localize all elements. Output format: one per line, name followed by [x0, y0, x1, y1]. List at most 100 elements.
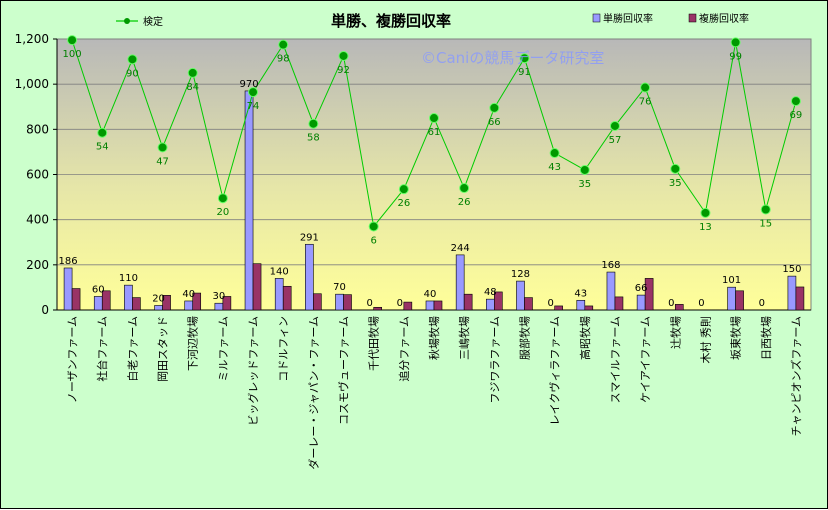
bar-value-label: 291 [300, 232, 319, 243]
x-category-label: ノーザンファーム [66, 316, 79, 403]
bar-fukusho [614, 296, 624, 311]
legend-label-tansho: 単勝回収率 [603, 12, 653, 25]
bar-tansho [455, 254, 465, 311]
kentei-point [459, 183, 470, 194]
bar-tansho [516, 280, 525, 311]
bar-value-label: 30 [213, 291, 226, 302]
kentei-value-label: 15 [759, 219, 772, 230]
bar-fukusho [222, 296, 232, 311]
bar-fukusho [795, 286, 805, 311]
kentei-value-label: 90 [126, 68, 139, 79]
kentei-point [308, 118, 319, 129]
kentei-point [187, 67, 198, 78]
bar-fukusho [101, 290, 111, 311]
bar-value-label: 48 [484, 287, 497, 298]
kentei-point [609, 120, 620, 131]
bar-fukusho [313, 293, 322, 311]
kentei-point [429, 113, 439, 124]
x-category-label: 日西牧場 [759, 316, 773, 360]
bar-value-label: 0 [698, 298, 704, 309]
bar-value-label: 128 [511, 269, 530, 280]
bar-value-label: 66 [635, 283, 648, 294]
x-category-label: チャンピオンズファーム [789, 316, 803, 436]
kentei-point [217, 193, 228, 204]
kentei-point [338, 50, 349, 61]
x-category-label: コドルフィン [277, 316, 290, 382]
bar-tansho [425, 300, 435, 311]
x-category-label: ケイアイファーム [639, 316, 652, 403]
bar-value-label: 101 [722, 275, 741, 286]
bar-value-label: 0 [759, 298, 765, 309]
y-tick-label: 400 [26, 213, 49, 227]
bar-value-label: 110 [119, 273, 138, 284]
bar-fukusho [132, 297, 141, 311]
y-tick-label: 1,200 [15, 32, 49, 46]
bar-tansho [63, 267, 73, 311]
bar-tansho [335, 293, 344, 311]
bar-tansho [606, 271, 616, 311]
x-category-label: 千代田牧場 [367, 316, 381, 371]
y-tick-label: 200 [26, 258, 49, 272]
kentei-point [579, 164, 590, 175]
bar-value-label: 168 [601, 260, 620, 271]
bar-fukusho [674, 304, 684, 311]
kentei-point [368, 221, 379, 232]
kentei-point [549, 148, 560, 159]
chart-title: 単勝、複勝回収率 [331, 12, 451, 30]
kentei-point [398, 184, 409, 195]
x-category-label: 辻牧場 [668, 316, 682, 349]
x-category-label: 岡田スタッド [157, 316, 170, 382]
x-category-label: 秋場牧場 [427, 316, 441, 360]
kentei-point [670, 163, 681, 174]
kentei-value-label: 99 [729, 51, 742, 62]
bar-tansho [184, 300, 194, 311]
bar-value-label: 70 [333, 282, 346, 293]
x-category-label: 追分ファーム [397, 316, 411, 382]
kentei-point [278, 39, 289, 50]
bar-value-label: 0 [366, 298, 372, 309]
kentei-value-label: 35 [669, 178, 682, 189]
bar-value-label: 0 [547, 298, 553, 309]
kentei-value-label: 69 [790, 110, 803, 121]
bar-tansho [486, 298, 495, 311]
bar-fukusho [252, 263, 262, 311]
bar-value-label: 40 [424, 289, 437, 300]
legend-label-kentei: 検定 [143, 15, 163, 28]
x-category-label: フジワラファーム [488, 316, 501, 404]
kentei-point [67, 35, 78, 46]
x-category-label: 三嶋牧場 [457, 316, 471, 360]
legend-swatch-tansho [592, 13, 601, 23]
kentei-point [489, 102, 500, 113]
bar-value-label: 244 [451, 243, 470, 254]
kentei-value-label: 92 [337, 65, 350, 76]
x-category-label: 社台ファーム [95, 316, 109, 382]
kentei-point [640, 82, 651, 93]
bar-fukusho [403, 301, 413, 311]
y-tick-label: 600 [26, 168, 49, 182]
bar-fukusho [373, 306, 382, 311]
bar-value-label: 43 [574, 288, 587, 299]
bar-fukusho [463, 293, 473, 311]
kentei-value-label: 26 [458, 197, 471, 208]
bar-fukusho [554, 305, 563, 311]
bar-value-label: 186 [59, 256, 78, 267]
bar-fukusho [584, 305, 594, 311]
bar-fukusho [192, 292, 202, 311]
kentei-value-label: 54 [96, 142, 109, 153]
bar-fukusho [433, 300, 443, 311]
x-category-label: コスモヴューファーム [337, 316, 351, 425]
bar-value-label: 970 [239, 79, 258, 90]
x-category-label: ダーレー・ジャパン・ファーム [306, 316, 320, 470]
bar-fukusho [524, 297, 533, 311]
bar-fukusho [494, 291, 503, 311]
kentei-value-label: 26 [397, 198, 410, 209]
bar-tansho [636, 294, 646, 311]
x-category-label: 下河辺牧場 [186, 316, 200, 371]
kentei-value-label: 100 [63, 49, 82, 60]
bar-fukusho [644, 278, 654, 311]
bar-tansho [124, 284, 133, 311]
kentei-point [127, 54, 138, 65]
kentei-point [248, 87, 259, 98]
x-category-label: 高昭牧場 [578, 316, 592, 360]
kentei-value-label: 74 [247, 101, 260, 112]
